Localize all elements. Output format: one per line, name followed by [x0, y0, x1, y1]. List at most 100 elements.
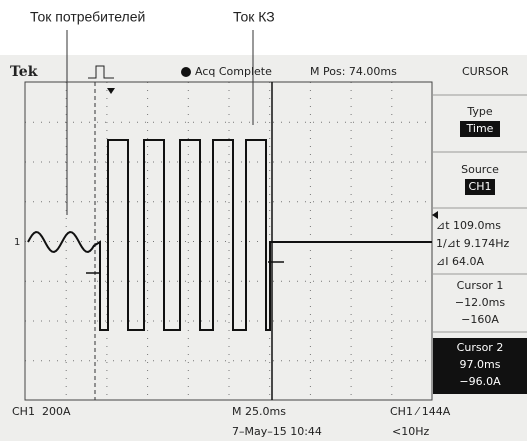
grid-dot	[188, 90, 189, 91]
grid-dot	[249, 201, 250, 202]
grid-dot	[417, 162, 418, 163]
grid-dot	[369, 162, 370, 163]
grid-dot	[297, 281, 298, 282]
grid-dot	[229, 186, 230, 187]
grid-dot	[193, 321, 194, 322]
grid-dot	[193, 162, 194, 163]
grid-dot	[345, 360, 346, 361]
grid-dot	[310, 122, 311, 123]
grid-dot	[161, 321, 162, 322]
grid-dot	[65, 162, 66, 163]
grid-dot	[81, 321, 82, 322]
grid-dot	[351, 114, 352, 115]
grid-dot	[391, 338, 392, 339]
grid-dot	[409, 201, 410, 202]
grid-dot	[229, 202, 230, 203]
grid-dot	[310, 250, 311, 251]
status: Acq Complete	[195, 65, 272, 78]
grid-dot	[269, 202, 270, 203]
grid-dot	[177, 241, 178, 242]
grid-dot	[147, 338, 148, 339]
grid-dot	[351, 314, 352, 315]
grid-dot	[81, 122, 82, 123]
grid-dot	[401, 321, 402, 322]
grid-dot	[273, 162, 274, 163]
grid-dot	[105, 122, 106, 123]
grid-dot	[105, 162, 106, 163]
grid-dot	[129, 281, 130, 282]
grid-dot	[269, 338, 270, 339]
grid-dot	[188, 122, 189, 123]
grid-dot	[209, 241, 210, 242]
grid-dot	[310, 90, 311, 91]
grid-dot	[129, 122, 130, 123]
grid-dot	[321, 162, 322, 163]
grid-dot	[147, 282, 148, 283]
grid-dot	[188, 250, 189, 251]
grid-dot	[229, 282, 230, 283]
grid-dot	[73, 122, 74, 123]
grid-dot	[351, 258, 352, 259]
grid-dot	[249, 281, 250, 282]
grid-dot	[310, 370, 311, 371]
grid-dot	[65, 201, 66, 202]
grid-dot	[129, 241, 130, 242]
grid-dot	[241, 281, 242, 282]
grid-dot	[391, 274, 392, 275]
grid-dot	[241, 321, 242, 322]
grid-dot	[310, 314, 311, 315]
grid-dot	[106, 338, 107, 339]
grid-dot	[137, 321, 138, 322]
grid-dot	[147, 130, 148, 131]
grid-dot	[177, 281, 178, 282]
grid-dot	[188, 394, 189, 395]
grid-dot	[188, 282, 189, 283]
grid-dot	[209, 162, 210, 163]
grid-dot	[188, 146, 189, 147]
grid-dot	[161, 281, 162, 282]
grid-dot	[41, 360, 42, 361]
grid-dot	[97, 201, 98, 202]
grid-dot	[201, 201, 202, 202]
grid-dot	[310, 210, 311, 211]
annotation: Ток КЗ	[233, 9, 275, 25]
grid-dot	[345, 162, 346, 163]
grid-dot	[249, 241, 250, 242]
grid-dot	[49, 321, 50, 322]
grid-dot	[305, 122, 306, 123]
grid-dot	[391, 178, 392, 179]
grid-dot	[351, 330, 352, 331]
grid-dot	[229, 170, 230, 171]
grid-dot	[137, 201, 138, 202]
grid-dot	[145, 162, 146, 163]
grid-dot	[385, 201, 386, 202]
grid-dot	[351, 386, 352, 387]
grid-dot	[147, 290, 148, 291]
grid-dot	[145, 122, 146, 123]
grid-dot	[89, 162, 90, 163]
grid-dot	[161, 241, 162, 242]
grid-dot	[385, 281, 386, 282]
grid-dot	[391, 306, 392, 307]
grid-dot	[229, 298, 230, 299]
grid-dot	[361, 122, 362, 123]
grid-dot	[310, 378, 311, 379]
grid-dot	[229, 394, 230, 395]
grid-dot	[41, 281, 42, 282]
grid-dot	[185, 281, 186, 282]
grid-dot	[209, 360, 210, 361]
grid-dot	[66, 338, 67, 339]
grid-dot	[409, 162, 410, 163]
grid-dot	[229, 90, 230, 91]
grid-dot	[391, 298, 392, 299]
grid-dot	[351, 378, 352, 379]
grid-dot	[310, 338, 311, 339]
grid-dot	[105, 360, 106, 361]
grid-dot	[329, 162, 330, 163]
grid-dot	[377, 122, 378, 123]
grid-dot	[269, 186, 270, 187]
grid-dot	[66, 306, 67, 307]
grid-dot	[105, 281, 106, 282]
grid-dot	[97, 241, 98, 242]
grid-dot	[249, 122, 250, 123]
